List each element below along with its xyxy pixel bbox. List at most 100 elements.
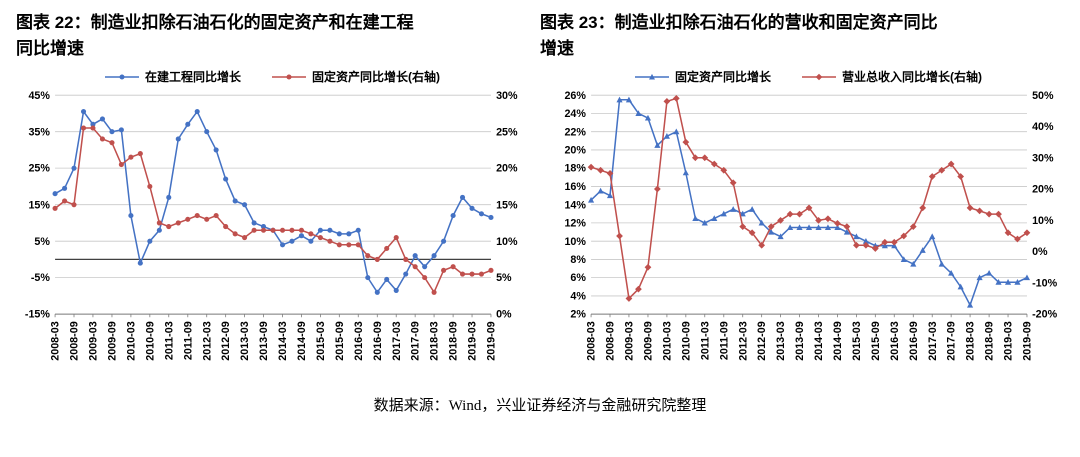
svg-text:2018-03: 2018-03 <box>965 321 977 360</box>
svg-text:5%: 5% <box>496 272 512 284</box>
svg-text:45%: 45% <box>28 89 50 101</box>
chart22-title: 图表 22：制造业扣除石油石化的固定资产和在建工程 同比增速 <box>16 10 540 63</box>
svg-text:2008-09: 2008-09 <box>605 321 617 360</box>
legend-label: 营业总收入同比增长(右轴) <box>842 70 982 85</box>
legend-label: 固定资产同比增长(右轴) <box>312 70 440 85</box>
svg-text:20%: 20% <box>496 162 518 174</box>
svg-text:0%: 0% <box>496 308 512 320</box>
svg-text:2015-09: 2015-09 <box>870 321 882 360</box>
chart22-title-line2: 同比增速 <box>16 39 84 59</box>
svg-text:2011-09: 2011-09 <box>182 321 194 360</box>
chart23-title-line2: 增速 <box>540 39 574 59</box>
svg-text:2016-03: 2016-03 <box>889 321 901 360</box>
legend-item-fixed-assets: 固定资产同比增长(右轴) <box>271 68 440 85</box>
legend-item-construction-in-progress: 在建工程同比增长 <box>104 68 241 85</box>
svg-text:14%: 14% <box>564 199 586 211</box>
svg-text:6%: 6% <box>570 272 586 284</box>
chart23-canvas: 2% 4% 6% 8% 10% 12% 14% 16% 18% 20% 22% 24% 26% -20% -… <box>564 89 1058 360</box>
legend-label: 固定资产同比增长 <box>674 70 771 85</box>
svg-text:20%: 20% <box>564 144 586 156</box>
svg-text:2017-09: 2017-09 <box>410 321 422 360</box>
svg-text:2011-03: 2011-03 <box>163 321 175 360</box>
line-circle-marker-icon <box>271 72 307 82</box>
svg-text:2017-03: 2017-03 <box>391 321 403 360</box>
svg-text:15%: 15% <box>496 199 518 211</box>
svg-text:15%: 15% <box>28 199 50 211</box>
charts-row: 在建工程同比增长 固定资产同比增长(右轴) -15% -5% 5% 15% 25% 35%… <box>0 67 1080 390</box>
svg-text:2016-03: 2016-03 <box>353 321 365 360</box>
chart23: 固定资产同比增长 营业总收入同比增长(右轴) 2% 4% 6% 8% 10% 12% 14%… <box>540 67 1076 390</box>
chart23-legend: 固定资产同比增长 营业总收入同比增长(右轴) <box>544 67 1072 87</box>
svg-text:2009-03: 2009-03 <box>88 321 100 360</box>
svg-text:2015-03: 2015-03 <box>315 321 327 360</box>
svg-text:5%: 5% <box>34 235 50 247</box>
svg-text:-10%: -10% <box>1032 277 1058 289</box>
chart22: 在建工程同比增长 固定资产同比增长(右轴) -15% -5% 5% 15% 25% 35%… <box>4 67 540 390</box>
svg-text:2017-09: 2017-09 <box>946 321 958 360</box>
svg-text:2016-09: 2016-09 <box>372 321 384 360</box>
svg-text:2013-09: 2013-09 <box>258 321 270 360</box>
svg-text:2009-09: 2009-09 <box>643 321 655 360</box>
svg-text:8%: 8% <box>570 254 586 266</box>
titles-row: 图表 22：制造业扣除石油石化的固定资产和在建工程 同比增速 图表 23：制造业… <box>0 0 1080 63</box>
svg-text:-15%: -15% <box>25 308 51 320</box>
svg-text:2010-09: 2010-09 <box>144 321 156 360</box>
svg-text:2011-03: 2011-03 <box>699 321 711 360</box>
svg-text:2018-09: 2018-09 <box>984 321 996 360</box>
svg-text:2008-03: 2008-03 <box>586 321 598 360</box>
svg-text:22%: 22% <box>564 126 586 138</box>
line-triangle-marker-icon <box>634 72 670 82</box>
svg-text:0%: 0% <box>1032 246 1048 258</box>
svg-text:30%: 30% <box>496 89 518 101</box>
chart22-title-line1: 图表 22：制造业扣除石油石化的固定资产和在建工程 <box>16 13 414 32</box>
svg-text:35%: 35% <box>28 126 50 138</box>
svg-text:16%: 16% <box>564 181 586 193</box>
chart23-title-line1: 图表 23：制造业扣除石油石化的营收和固定资产同比 <box>540 13 938 32</box>
svg-text:24%: 24% <box>564 108 586 120</box>
svg-text:2015-09: 2015-09 <box>334 321 346 360</box>
svg-text:50%: 50% <box>1032 89 1054 101</box>
svg-text:2019-03: 2019-03 <box>1003 321 1015 360</box>
svg-text:10%: 10% <box>564 235 586 247</box>
svg-text:2012-09: 2012-09 <box>220 321 232 360</box>
svg-text:2016-09: 2016-09 <box>908 321 920 360</box>
svg-text:2015-03: 2015-03 <box>851 321 863 360</box>
svg-text:2010-03: 2010-03 <box>661 321 673 360</box>
svg-text:2013-03: 2013-03 <box>239 321 251 360</box>
svg-text:30%: 30% <box>1032 152 1054 164</box>
legend-item-total-revenue: 营业总收入同比增长(右轴) <box>801 68 982 85</box>
svg-text:4%: 4% <box>570 290 586 302</box>
svg-text:2019-09: 2019-09 <box>1022 321 1034 360</box>
svg-text:26%: 26% <box>564 89 586 101</box>
svg-text:10%: 10% <box>1032 215 1054 227</box>
svg-text:2009-03: 2009-03 <box>624 321 636 360</box>
data-source-note: 数据来源：Wind，兴业证券经济与金融研究院整理 <box>373 397 707 414</box>
svg-text:2013-03: 2013-03 <box>775 321 787 360</box>
svg-text:2012-03: 2012-03 <box>201 321 213 360</box>
svg-text:2010-09: 2010-09 <box>680 321 692 360</box>
svg-text:2009-09: 2009-09 <box>107 321 119 360</box>
svg-text:40%: 40% <box>1032 121 1054 133</box>
svg-text:2019-03: 2019-03 <box>467 321 479 360</box>
line-circle-marker-icon <box>104 72 140 82</box>
svg-text:2018-09: 2018-09 <box>448 321 460 360</box>
chart22-legend: 在建工程同比增长 固定资产同比增长(右轴) <box>8 67 536 87</box>
svg-text:2008-09: 2008-09 <box>69 321 81 360</box>
svg-text:2011-09: 2011-09 <box>718 321 730 360</box>
svg-text:25%: 25% <box>496 126 518 138</box>
svg-text:2018-03: 2018-03 <box>429 321 441 360</box>
chart22-canvas: -15% -5% 5% 15% 25% 35% 45% 0% 5% 10% 15% 20% 25% 30%… <box>25 89 518 360</box>
svg-text:2%: 2% <box>570 308 586 320</box>
svg-text:2012-03: 2012-03 <box>737 321 749 360</box>
svg-text:2019-09: 2019-09 <box>486 321 498 360</box>
chart23-title: 图表 23：制造业扣除石油石化的营收和固定资产同比 增速 <box>540 10 1064 63</box>
svg-text:2014-09: 2014-09 <box>296 321 308 360</box>
svg-text:2014-03: 2014-03 <box>277 321 289 360</box>
legend-label: 在建工程同比增长 <box>144 70 241 85</box>
svg-text:2014-03: 2014-03 <box>813 321 825 360</box>
svg-text:12%: 12% <box>564 217 586 229</box>
svg-text:2008-03: 2008-03 <box>50 321 62 360</box>
svg-text:25%: 25% <box>28 162 50 174</box>
line-diamond-marker-icon <box>801 72 837 82</box>
svg-text:-20%: -20% <box>1032 308 1058 320</box>
